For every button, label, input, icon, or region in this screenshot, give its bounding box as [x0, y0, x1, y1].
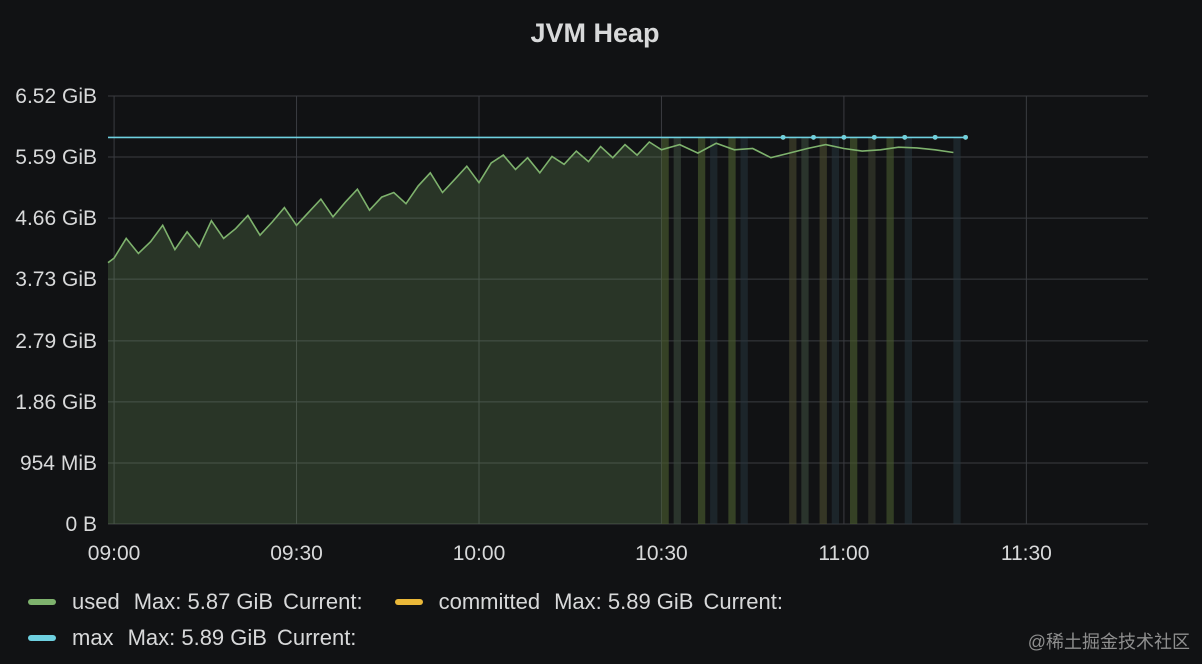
y-tick-label: 0 B: [65, 513, 97, 536]
x-tick-label: 11:00: [818, 542, 869, 565]
series-point-max: [780, 134, 786, 140]
series-line-used: [107, 140, 954, 264]
series-point-max: [841, 134, 847, 140]
gap-band: [886, 137, 894, 524]
legend-stat-max: Max: 5.89 GiB: [127, 625, 267, 650]
y-tick-label: 4.66 GiB: [15, 207, 97, 230]
gap-band: [801, 137, 809, 524]
y-tick-label: 954 MiB: [20, 452, 97, 475]
series-point-max: [902, 134, 908, 140]
gap-band: [673, 137, 681, 524]
legend-stat-current: Current:: [283, 589, 363, 614]
series-point-max: [932, 134, 938, 140]
gap-band: [849, 137, 858, 524]
series-point-max: [963, 134, 968, 140]
y-tick-label: 3.73 GiB: [15, 268, 97, 291]
gap-band: [831, 137, 840, 524]
panel-title: JVM Heap: [530, 18, 660, 48]
legend-swatch-used: [28, 599, 56, 605]
y-tick-label: 6.52 GiB: [15, 85, 97, 108]
series-point-max: [871, 134, 877, 140]
series-area-used: [108, 142, 662, 524]
gap-band: [904, 137, 913, 524]
legend-series-name: used: [72, 589, 120, 614]
x-tick-label: 10:30: [635, 542, 688, 565]
legend-series-name: committed: [438, 589, 541, 614]
legend-row-1: used Max: 5.87 GiB Current: committed Ma…: [28, 584, 1028, 620]
y-tick-label: 1.86 GiB: [15, 391, 97, 414]
legend-item-committed[interactable]: committed Max: 5.89 GiB Current:: [394, 589, 793, 615]
gap-band: [740, 137, 748, 524]
y-tick-label: 5.59 GiB: [15, 146, 97, 169]
legend-item-max[interactable]: max Max: 5.89 GiB Current:: [28, 625, 366, 651]
legend-stat-max: Max: 5.89 GiB: [554, 589, 694, 614]
y-tick-label: 2.79 GiB: [15, 330, 97, 353]
gap-band: [697, 137, 706, 524]
series-point-max: [811, 134, 816, 140]
gap-band: [661, 137, 669, 524]
legend-item-used[interactable]: used Max: 5.87 GiB Current:: [28, 589, 373, 615]
x-tick-label: 11:30: [1001, 542, 1052, 565]
legend-stat-max: Max: 5.87 GiB: [133, 589, 274, 614]
legend-swatch-committed: [394, 599, 423, 605]
gap-band: [819, 137, 827, 524]
x-tick-label: 09:00: [88, 542, 141, 565]
chart-legend: used Max: 5.87 GiB Current: committed Ma…: [28, 584, 1028, 656]
legend-stat-current: Current:: [703, 589, 783, 614]
x-tick-label: 09:30: [270, 542, 323, 565]
gap-band: [868, 137, 876, 524]
legend-row-2: max Max: 5.89 GiB Current:: [28, 620, 1028, 656]
gap-band: [710, 137, 718, 524]
x-tick-label: 10:00: [453, 542, 506, 565]
gap-band: [953, 137, 961, 524]
legend-swatch-max: [28, 635, 56, 641]
legend-stat-current: Current:: [276, 625, 357, 650]
gap-band: [789, 137, 797, 524]
gap-band: [728, 137, 736, 524]
watermark: @稀土掘金技术社区: [1027, 632, 1190, 652]
legend-series-name: max: [72, 625, 114, 650]
